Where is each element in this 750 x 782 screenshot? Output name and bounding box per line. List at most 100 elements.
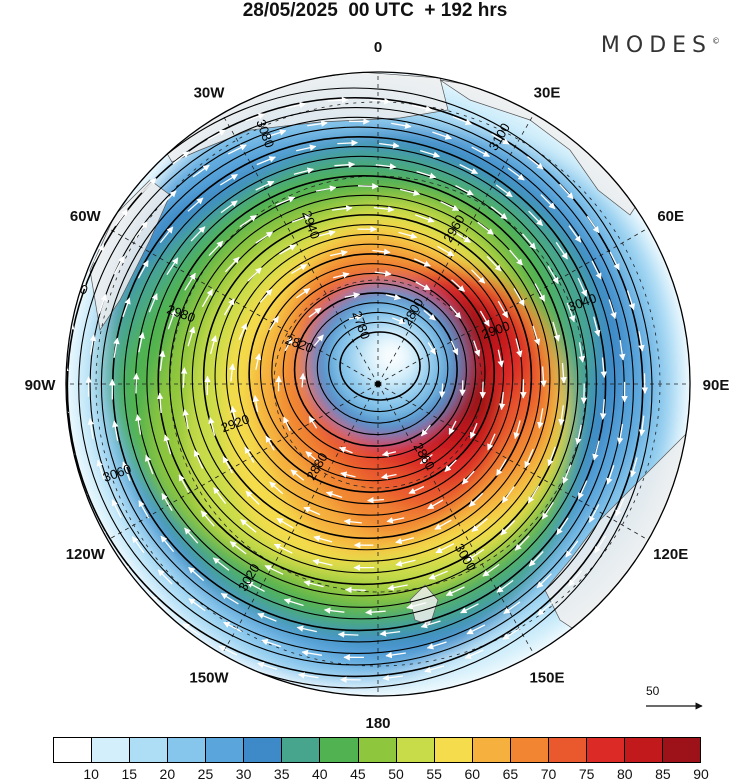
wind-vector [303,506,321,516]
wind-vector [273,543,293,554]
wind-vector [515,338,523,358]
colorbar-tick-label: 40 [312,766,328,782]
wind-vector [209,335,218,355]
wind-vector [224,256,240,273]
wind-vector [344,292,361,299]
brand-logo: MODES© [600,33,720,58]
wind-vector [509,249,523,266]
wind-vector [559,183,574,200]
wind-vector [208,240,224,257]
wind-vector [556,517,569,536]
longitude-label: 120E [653,546,688,563]
wind-vector [178,474,190,493]
reference-vector-arrow [646,702,703,710]
wind-vector [207,129,226,141]
colorbar-tick-label: 45 [350,766,366,782]
height-contour [66,96,644,678]
wind-vector [238,322,247,340]
wind-vector [528,551,544,567]
wind-vector [222,456,233,474]
wind-vector [537,408,544,429]
wind-vector [415,281,431,291]
wind-vector [161,492,173,512]
wind-vector [188,598,206,612]
wind-vector [291,214,312,223]
longitude-label: 180 [365,715,390,732]
colorbar-tick-label: 25 [197,766,214,782]
wind-vector [166,257,179,276]
wind-vector [527,485,540,504]
height-contour [305,302,449,436]
wind-vector [357,182,379,190]
colorbar-swatch [358,738,397,762]
wind-vector [426,641,447,650]
wind-vector [290,469,305,481]
wind-vector [496,458,507,477]
wind-vector [577,277,587,297]
wind-vector [562,464,572,484]
wind-vector [138,500,150,519]
wind-vector [193,449,204,469]
wind-vector [275,196,296,206]
wind-vector [609,251,620,271]
wind-vector [219,173,238,186]
colorbar-tick-label: 60 [464,766,481,782]
wind-vector [471,518,488,532]
colorbar-tick-label: 20 [159,766,176,782]
height-contour [339,331,421,401]
map-title: 28/05/2025 00 UTC + 192 hrs [242,0,508,21]
wind-vector [244,446,255,463]
wind-vector [187,326,196,347]
wind-vector [296,144,317,152]
wind-vector [266,129,287,138]
height-contour [202,214,533,540]
wind-vector [592,440,600,461]
wind-vector [218,645,238,656]
wind-vector [308,415,318,429]
wind-vector [395,559,416,567]
wind-vector [93,244,105,263]
wind-vector [555,242,568,260]
wind-vector [298,672,319,679]
wind-vector [89,334,97,355]
wind-vector [96,459,105,480]
wind-vector [372,248,391,255]
wind-vector [487,433,496,451]
height-contour [134,155,588,608]
wind-vector [157,569,173,585]
land-mass [89,179,171,331]
wind-vector [159,226,174,244]
wind-vector [526,156,544,170]
height-contour [237,243,505,505]
meridian-line [107,227,379,385]
wind-vector [323,607,345,614]
wind-vector [184,272,196,291]
wind-vector [513,288,525,307]
wind-vector [482,563,500,577]
meridian-line [221,113,379,385]
wind-vector [641,373,649,394]
wind-vector [385,293,402,301]
wind-vector [180,367,188,388]
wind-vector [365,608,386,616]
height-contour [157,175,570,586]
wind-vector [501,486,515,504]
wind-vector [540,194,556,210]
wind-vector [608,299,617,320]
height-contour [248,253,496,493]
wind-vector [606,464,615,485]
wind-vector [461,470,475,485]
colorbar-swatch [472,738,511,762]
wind-vector [188,566,205,582]
wind-vector [469,422,478,439]
wind-vector [381,450,397,457]
wind-vector [257,612,277,622]
wind-vector [537,601,554,616]
wind-vector [158,350,166,371]
height-contour [146,165,579,597]
wind-vector [187,197,204,212]
wind-vector [327,96,349,104]
wind-vector [313,334,324,347]
